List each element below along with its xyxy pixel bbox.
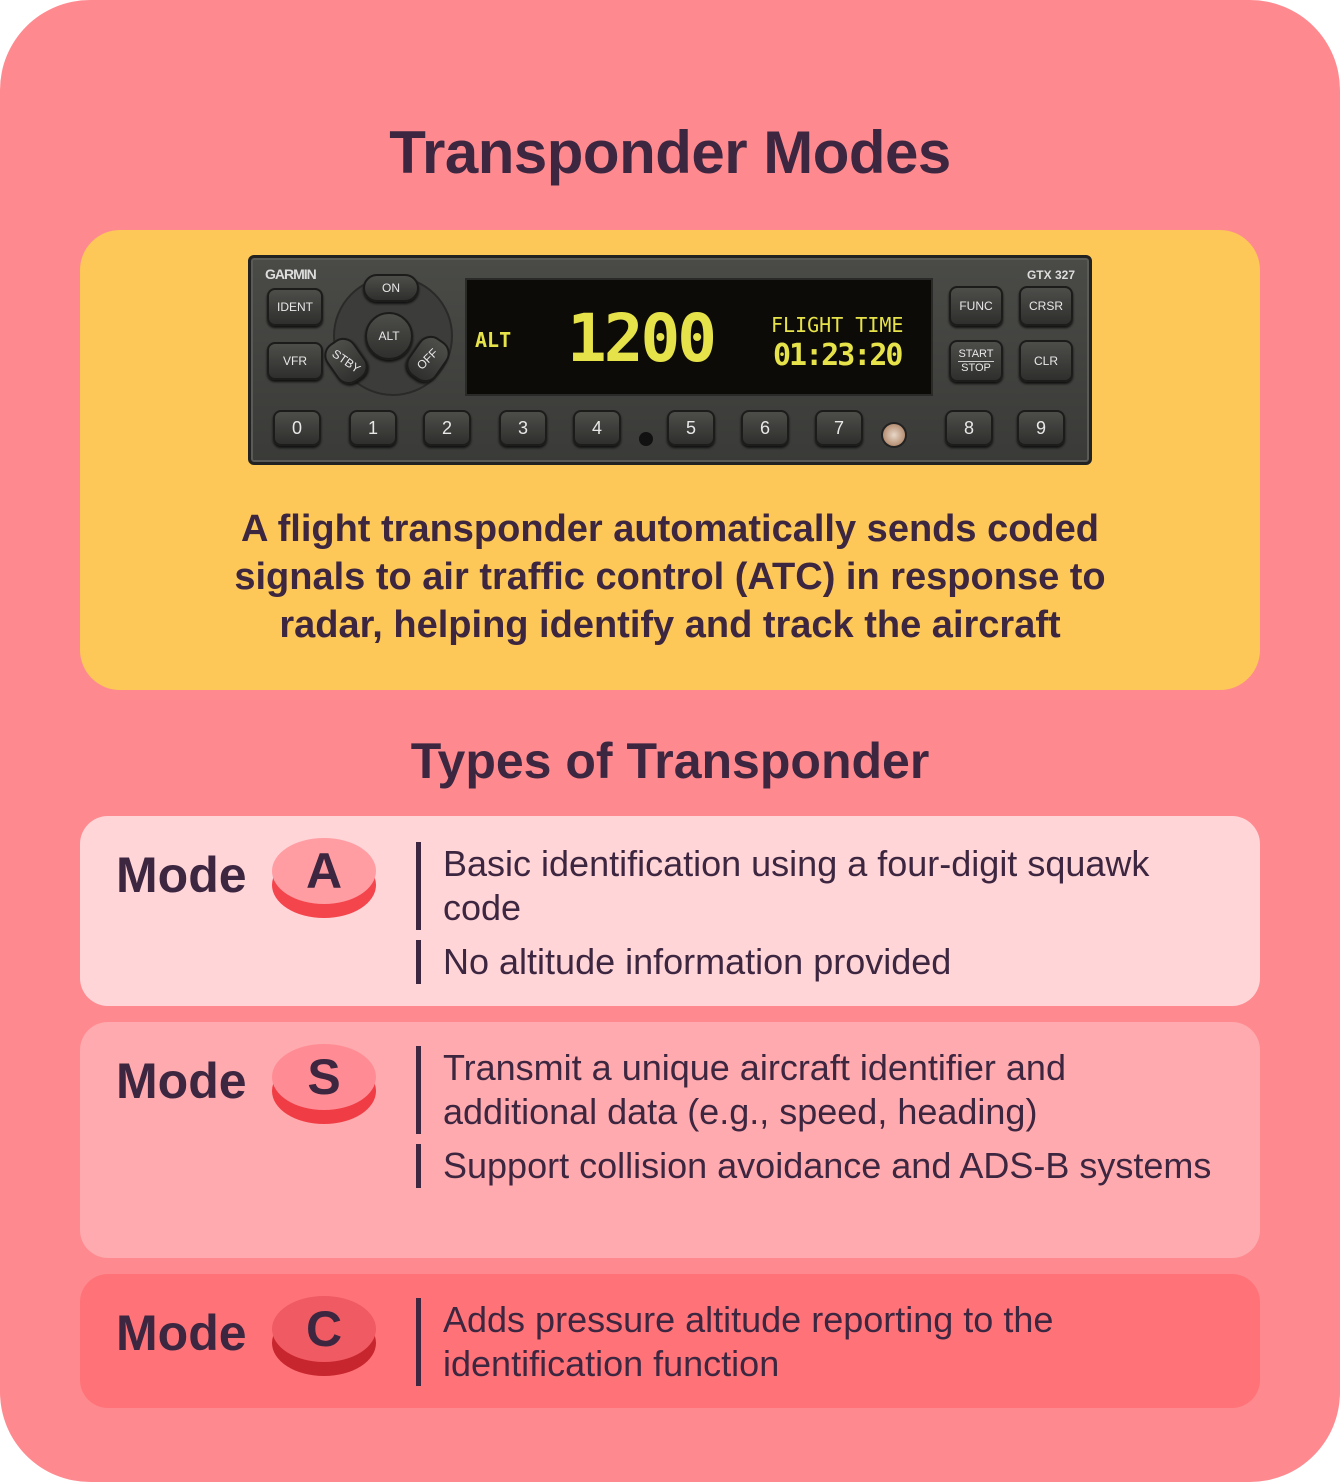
mode-letter: S bbox=[272, 1044, 376, 1110]
page-title: Transponder Modes bbox=[389, 119, 951, 186]
transponder-device-image: GARMIN GTX 327 IDENT VFR ON ALT STBY OFF… bbox=[248, 255, 1092, 465]
digit-3-button: 3 bbox=[499, 410, 547, 446]
mode-s-card: Mode S Transmit a unique aircraft identi… bbox=[80, 1022, 1260, 1258]
mode-label: Mode bbox=[116, 847, 247, 903]
indicator-light-icon bbox=[881, 422, 907, 448]
mode-letter: A bbox=[272, 838, 376, 904]
bullet-item: Basic identification using a four-digit … bbox=[416, 842, 1216, 930]
mode-letter: C bbox=[272, 1296, 376, 1362]
digit-5-button: 5 bbox=[667, 410, 715, 446]
mode-c-bullets: Adds pressure altitude reporting to the … bbox=[416, 1298, 1216, 1396]
bullet-item: No altitude information provided bbox=[416, 940, 1216, 984]
crsr-button: CRSR bbox=[1019, 286, 1073, 326]
start-label: START bbox=[958, 347, 994, 362]
alt-button: ALT bbox=[365, 312, 413, 360]
section-title: Types of Transponder bbox=[410, 733, 930, 789]
model-label: GTX 327 bbox=[1026, 268, 1075, 282]
digit-7-button: 7 bbox=[815, 410, 863, 446]
mode-a-card: Mode A Basic identification using a four… bbox=[80, 816, 1260, 1006]
mode-a-bullets: Basic identification using a four-digit … bbox=[416, 842, 1216, 994]
intro-panel: GARMIN GTX 327 IDENT VFR ON ALT STBY OFF… bbox=[80, 230, 1260, 690]
on-button: ON bbox=[363, 274, 419, 302]
bullet-item: Adds pressure altitude reporting to the … bbox=[416, 1298, 1216, 1386]
digit-1-button: 1 bbox=[349, 410, 397, 446]
start-stop-button: START STOP bbox=[949, 340, 1003, 382]
mode-a-badge: A bbox=[272, 838, 376, 918]
mode-c-card: Mode C Adds pressure altitude reporting … bbox=[80, 1274, 1260, 1408]
mode-label: Mode bbox=[116, 1053, 247, 1109]
digit-2-button: 2 bbox=[423, 410, 471, 446]
photocell-icon bbox=[639, 432, 653, 446]
display-screen: ALT 1200 FLIGHT TIME 01:23:20 bbox=[465, 278, 933, 396]
description: A flight transponder automatically sends… bbox=[234, 508, 1106, 646]
flight-time-label: FLIGHT TIME bbox=[771, 313, 904, 337]
brand-logo: GARMIN bbox=[265, 266, 317, 282]
mode-c-badge: C bbox=[272, 1296, 376, 1376]
squawk-code: 1200 bbox=[567, 300, 717, 377]
bullet-item: Support collision avoidance and ADS-B sy… bbox=[416, 1144, 1216, 1188]
digit-4-button: 4 bbox=[573, 410, 621, 446]
digit-8-button: 8 bbox=[945, 410, 993, 446]
digit-0-button: 0 bbox=[273, 410, 321, 446]
func-button: FUNC bbox=[949, 286, 1003, 326]
mode-label: Mode bbox=[116, 1305, 247, 1361]
mode-s-bullets: Transmit a unique aircraft identifier an… bbox=[416, 1046, 1216, 1198]
display-mode: ALT bbox=[475, 328, 512, 352]
flight-time-value: 01:23:20 bbox=[773, 338, 903, 373]
mode-s-badge: S bbox=[272, 1044, 376, 1124]
clr-button: CLR bbox=[1019, 340, 1073, 382]
off-label: OFF bbox=[414, 345, 442, 373]
vfr-button: VFR bbox=[267, 342, 323, 380]
bullet-item: Transmit a unique aircraft identifier an… bbox=[416, 1046, 1216, 1134]
digit-9-button: 9 bbox=[1017, 410, 1065, 446]
stop-label: STOP bbox=[961, 361, 991, 374]
ident-button: IDENT bbox=[267, 288, 323, 326]
digit-6-button: 6 bbox=[741, 410, 789, 446]
stby-label: STBY bbox=[329, 345, 364, 376]
